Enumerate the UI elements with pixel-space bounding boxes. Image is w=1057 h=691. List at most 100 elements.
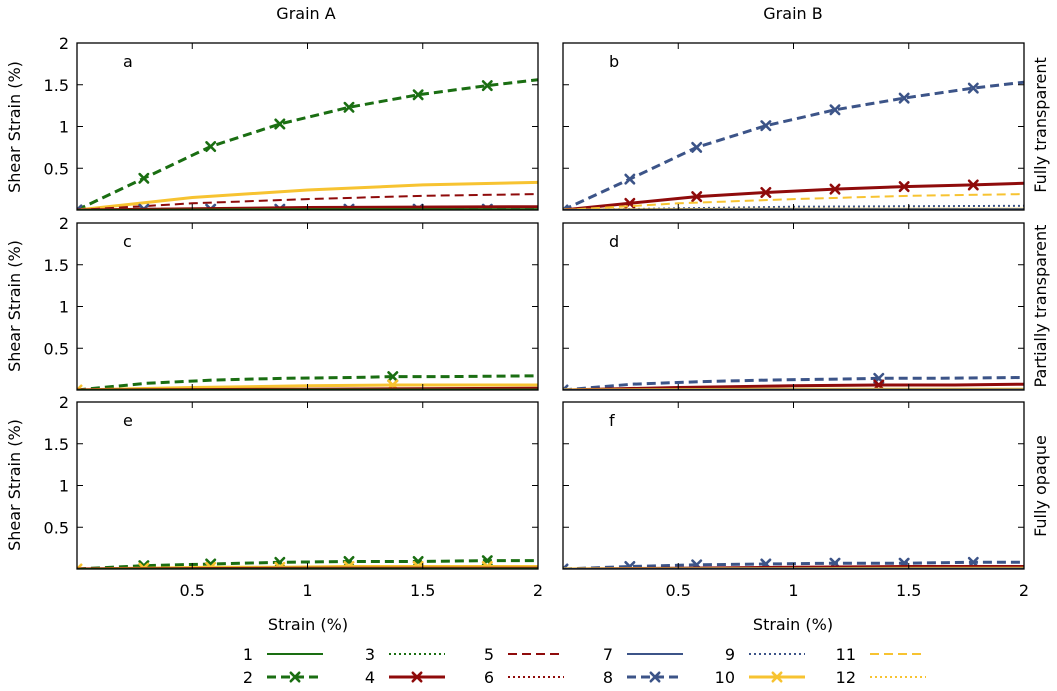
panel-letter-e: e [123,411,133,430]
y-tick-label: 1 [59,298,69,317]
panel-series-group [563,80,1024,210]
series-marker-2 [387,371,399,383]
x-tick-label: 1 [788,581,798,600]
y-tick-label: 1.5 [44,76,69,95]
panel-letter-f: f [609,411,615,430]
legend-label-8: 8 [603,668,613,687]
legend-label-3: 3 [365,645,375,664]
panel-series-group [77,78,538,210]
x-tick-label: 1.5 [896,581,921,600]
panel-frame [76,222,539,391]
legend-marker-4 [411,671,423,683]
series-line-5 [77,193,538,210]
series-marker-2 [412,89,424,101]
row-title-partially-transparent: Partially transparent [1031,225,1050,388]
series-marker-2 [138,172,150,184]
panel-series-group [77,555,538,569]
y-axis-label-row-2: Shear Strain (%) [5,240,24,372]
panel-letter-c: c [123,232,132,251]
legend-label-12: 12 [836,668,856,687]
series-marker-2 [274,118,286,130]
series-marker-8 [624,560,636,569]
y-tick-label: 2 [59,34,69,53]
y-axis-label-row-3: Shear Strain (%) [5,419,24,551]
panel-f: 0.5 1 1.5 2 f [562,401,1029,600]
panel-letter-d: d [609,232,619,251]
panel-b: b [562,42,1025,211]
legend-label-9: 9 [725,645,735,664]
series-marker-4 [898,181,910,193]
panel-series-group [563,556,1024,569]
series-line-4 [563,181,1024,210]
series-marker-8 [77,204,83,210]
panel-a: 0.5 1 1.5 2 a [44,34,539,211]
legend-marker-2 [289,671,301,683]
x-tick-label: 2 [533,581,543,600]
column-title-grain-a: Grain A [276,4,335,23]
row-title-fully-opaque: Fully opaque [1031,435,1050,537]
legend-label-7: 7 [603,645,613,664]
legend-label-10: 10 [715,668,735,687]
series-marker-4 [691,191,703,203]
legend-label-4: 4 [365,668,375,687]
panel-letter-b: b [609,52,619,71]
x-axis-label-right: Strain (%) [753,615,833,634]
series-marker-4 [760,186,772,198]
y-tick-label: 0.5 [44,159,69,178]
series-marker-8 [563,563,569,569]
y-tick-label: 2 [59,393,69,412]
column-title-grain-b: Grain B [763,4,822,23]
series-marker-8 [563,384,569,390]
series-line-2 [77,78,538,210]
series-marker-10 [412,560,424,569]
series-marker-4 [829,183,841,195]
series-marker-8 [624,173,636,185]
panel-letter-a: a [123,52,133,71]
y-axis-label-row-1: Shear Strain (%) [5,61,24,193]
x-tick-label: 1 [302,581,312,600]
panel-frame [562,401,1025,570]
y-tick-label: 0.5 [44,518,69,537]
series-marker-8 [829,104,841,116]
panel-series-group [77,371,538,390]
series-line-4 [563,382,1024,390]
y-tick-label: 1 [59,118,69,137]
y-tick-label: 1 [59,477,69,496]
series-line-2 [77,374,538,390]
panel-c: 0.5 1 1.5 2 c [44,214,539,391]
series-marker-2 [205,141,217,153]
series-line-10 [77,180,538,210]
panel-series-group [563,372,1024,390]
x-axis-label-left: Strain (%) [268,615,348,634]
series-marker-10 [481,560,493,569]
series-marker-8 [898,92,910,104]
series-line-2 [77,559,538,569]
series-marker-8 [760,120,772,132]
series-marker-8 [691,141,703,153]
series-marker-8 [967,82,979,94]
x-tick-label: 1.5 [410,581,435,600]
legend-label-5: 5 [484,645,494,664]
series-marker-2 [343,101,355,113]
legend-label-6: 6 [484,668,494,687]
series-line-10 [77,383,538,390]
panel-e: 0.5 0.5 1 1 1.5 1.5 2 2 e [44,393,544,600]
y-tick-label: 1.5 [44,435,69,454]
row-title-fully-transparent: Fully transparent [1031,57,1050,193]
series-marker-10 [77,384,83,390]
series-marker-4 [967,179,979,191]
series-line-11 [563,193,1024,210]
x-tick-label: 0.5 [666,581,691,600]
series-line-8 [563,376,1024,390]
legend-marker-8 [649,671,661,683]
legend-marker-10 [771,671,783,683]
panels: 0.511.52a b0.511.52c d0.50.5111.51.522e0.5… [44,34,1030,600]
x-tick-label: 0.5 [180,581,205,600]
series-marker-2 [481,80,493,92]
series-marker-10 [343,560,355,569]
panel-frame [562,222,1025,391]
y-tick-label: 2 [59,214,69,233]
series-line-8 [563,560,1024,569]
